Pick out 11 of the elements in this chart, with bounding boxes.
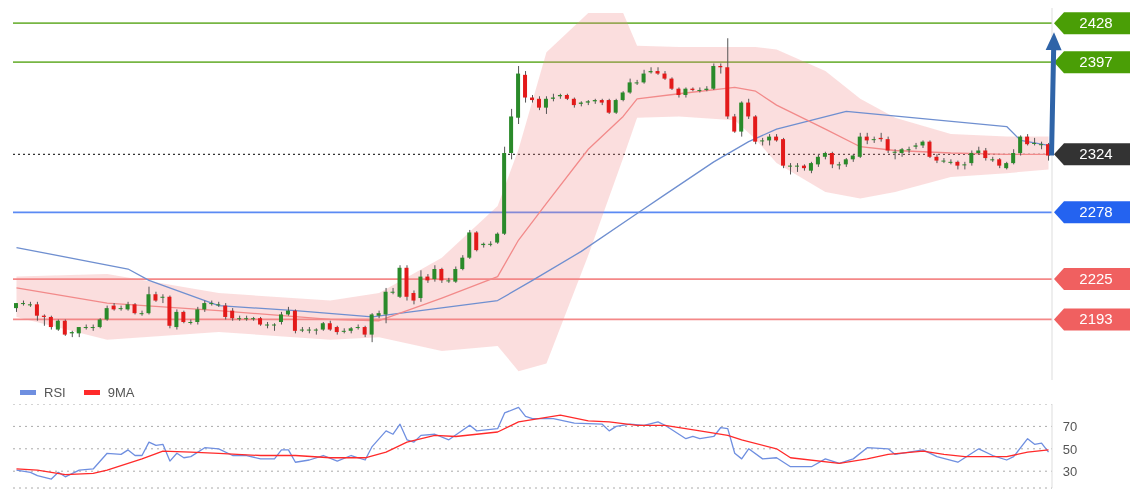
y-tick-label: 2397: [1079, 53, 1113, 71]
y-tick-label: 2225: [1079, 270, 1113, 288]
y-tick-label: 50: [1062, 441, 1078, 457]
y-tick-label: 2193: [1079, 310, 1113, 328]
y-tick-label: 70: [1062, 419, 1078, 435]
y-tick-label: 30: [1062, 464, 1078, 480]
legend-label: 9MA: [107, 384, 135, 400]
y-tick-label: 2324: [1079, 145, 1113, 163]
y-tick-label: 2278: [1079, 203, 1113, 221]
legend-label: RSI: [44, 384, 66, 400]
y-tick-label: 2428: [1079, 14, 1113, 32]
